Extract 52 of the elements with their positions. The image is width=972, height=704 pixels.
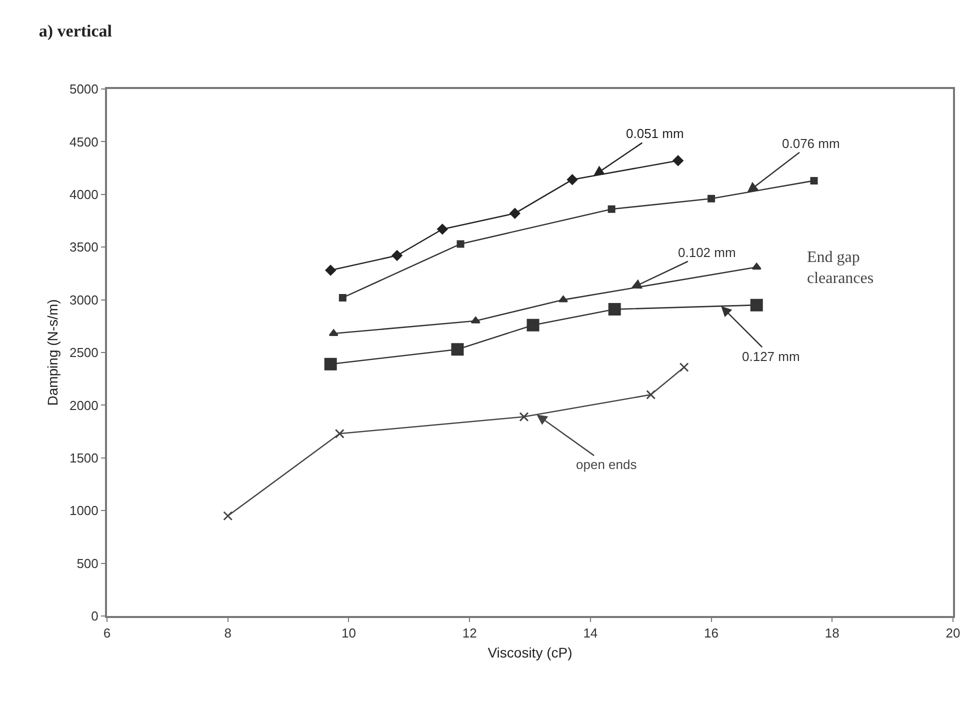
y-tick-label: 3000 — [69, 292, 98, 308]
point — [810, 176, 818, 184]
series-label: 0.051 mm — [626, 126, 684, 141]
point — [328, 329, 338, 336]
chart-title: a) vertical — [38, 22, 112, 41]
point — [608, 303, 621, 316]
point — [608, 205, 616, 213]
text: 0.127 mm — [742, 349, 800, 364]
x-tick-label: 8 — [224, 626, 232, 641]
y-tick-label: 4000 — [69, 186, 98, 202]
text: open ends — [576, 457, 638, 472]
x-tick-label: 10 — [341, 626, 356, 641]
x-tick-label: 6 — [103, 626, 111, 641]
point — [324, 358, 337, 370]
x-tick-label: 14 — [583, 626, 598, 641]
text: 0.076 mm — [782, 136, 840, 151]
point — [451, 343, 464, 356]
y-tick-label: 0 — [91, 608, 98, 624]
point — [519, 412, 529, 422]
point — [392, 250, 402, 261]
annotation: End gap clearances — [807, 249, 874, 287]
point — [334, 428, 344, 438]
point — [510, 208, 520, 219]
series-label: 0.102 mm — [678, 245, 736, 260]
y-tick-label: 4500 — [69, 134, 98, 150]
point — [672, 155, 684, 166]
x-tick-label: 16 — [704, 626, 719, 641]
x-tick-label: 12 — [462, 626, 477, 641]
point — [526, 318, 540, 332]
point — [437, 224, 448, 234]
point — [456, 240, 464, 248]
point — [752, 262, 762, 270]
point — [679, 362, 689, 372]
y-tick-label: 3500 — [69, 240, 98, 255]
point — [708, 194, 716, 202]
point — [470, 316, 480, 324]
y-tick-label: 2000 — [69, 398, 98, 413]
x-tick-label: 18 — [824, 626, 840, 641]
y-tick-label: 5000 — [69, 82, 98, 97]
y-tick-label: 1000 — [69, 503, 98, 518]
y-tick-label: 2500 — [69, 345, 98, 360]
y-tick-label: 1500 — [69, 450, 98, 466]
y-tick-label: 500 — [76, 556, 98, 571]
point — [646, 390, 656, 400]
point — [338, 294, 346, 302]
y-axis-title: Damping (N-s/m) — [44, 299, 61, 406]
point — [750, 298, 763, 312]
point — [567, 174, 578, 185]
x-axis-title: Viscosity (cP) — [488, 644, 572, 660]
x-tick-label: 20 — [946, 626, 960, 641]
point — [325, 264, 336, 276]
point — [223, 511, 233, 521]
